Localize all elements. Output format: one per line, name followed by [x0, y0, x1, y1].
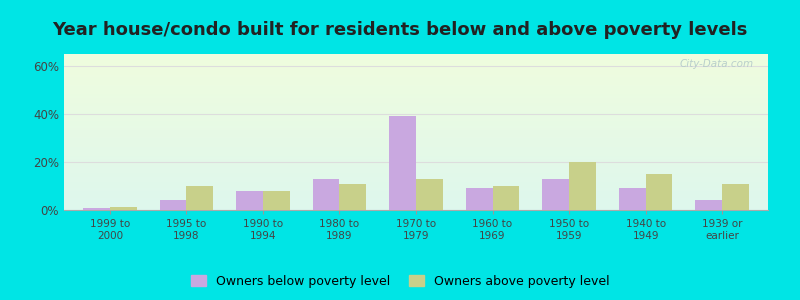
Bar — [569, 162, 596, 210]
Bar — [416, 179, 442, 210]
Bar — [618, 188, 646, 210]
Bar — [339, 184, 366, 210]
Bar — [160, 200, 186, 210]
Text: City-Data.com: City-Data.com — [680, 59, 754, 69]
Bar — [722, 184, 749, 210]
Legend: Owners below poverty level, Owners above poverty level: Owners below poverty level, Owners above… — [190, 275, 610, 288]
Bar — [313, 179, 339, 210]
Bar — [695, 200, 722, 210]
Bar — [390, 116, 416, 210]
Bar — [493, 186, 519, 210]
Bar — [236, 191, 263, 210]
Bar — [110, 207, 137, 210]
Bar — [542, 179, 569, 210]
Bar — [83, 208, 110, 210]
Bar — [466, 188, 493, 210]
Bar — [186, 186, 214, 210]
Text: Year house/condo built for residents below and above poverty levels: Year house/condo built for residents bel… — [52, 21, 748, 39]
Bar — [263, 191, 290, 210]
Bar — [646, 174, 672, 210]
